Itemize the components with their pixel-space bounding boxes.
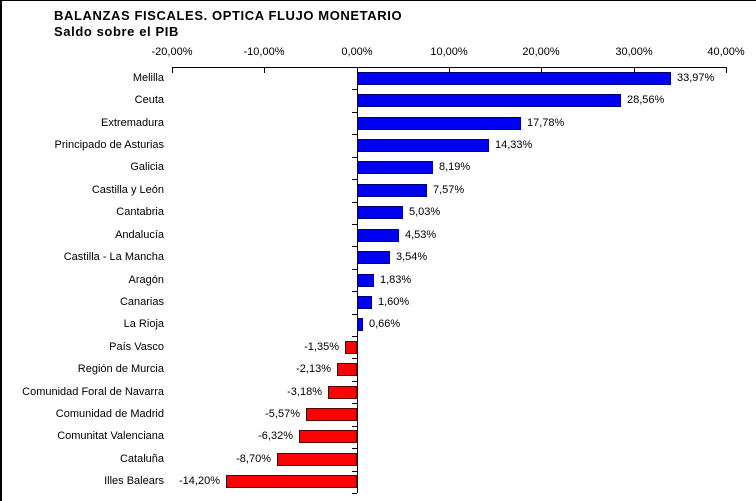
value-label: 8,19% xyxy=(439,161,471,173)
category-axis-tick xyxy=(352,403,357,404)
bar-negative xyxy=(226,475,357,488)
value-label: 28,56% xyxy=(627,94,665,106)
bar-negative xyxy=(277,453,357,466)
value-axis-tick xyxy=(726,67,727,73)
value-axis-tick-label: 40,00% xyxy=(707,46,745,58)
category-axis-tick xyxy=(352,448,357,449)
bar-positive xyxy=(357,296,372,309)
value-label: -8,70% xyxy=(236,453,271,465)
value-axis-tick xyxy=(172,67,173,73)
value-label: 14,33% xyxy=(495,139,533,151)
category-axis-tick xyxy=(352,134,357,135)
category-axis-tick xyxy=(352,291,357,292)
category-axis-tick xyxy=(352,179,357,180)
value-label: -6,32% xyxy=(258,430,293,442)
category-axis-tick xyxy=(352,112,357,113)
value-axis-tick-label: 30,00% xyxy=(615,46,653,58)
category-axis-tick xyxy=(352,269,357,270)
value-label: 1,60% xyxy=(378,296,410,308)
value-label: 0,66% xyxy=(369,318,401,330)
value-label: 4,53% xyxy=(405,229,437,241)
category-label: Castilla - La Mancha xyxy=(63,251,164,263)
chart-title: BALANZAS FISCALES. OPTICA FLUJO MONETARI… xyxy=(54,8,403,23)
value-label: 1,83% xyxy=(380,274,412,286)
category-label: Región de Murcia xyxy=(77,363,164,375)
category-label: Canarias xyxy=(119,296,164,308)
category-label: Principado de Asturias xyxy=(54,139,164,151)
value-axis-tick-label: 10,00% xyxy=(430,46,468,58)
category-axis-tick xyxy=(352,493,357,494)
value-axis-tick xyxy=(541,67,542,73)
category-label: Comunidad Foral de Navarra xyxy=(22,386,164,398)
value-label: -14,20% xyxy=(179,475,220,487)
category-label: Illes Balears xyxy=(104,475,164,487)
value-axis-tick xyxy=(264,67,265,73)
bar-negative xyxy=(299,430,357,443)
bar-negative xyxy=(328,386,357,399)
bar-positive xyxy=(357,274,374,287)
category-axis-tick xyxy=(352,202,357,203)
category-label: Aragón xyxy=(128,274,164,286)
value-label: -3,18% xyxy=(287,386,322,398)
chart-subtitle: Saldo sobre el PIB xyxy=(54,24,179,39)
bar-positive xyxy=(357,139,489,152)
value-label: 17,78% xyxy=(527,117,565,129)
category-axis-tick xyxy=(352,381,357,382)
category-label: Comunitat Valenciana xyxy=(57,430,164,442)
category-label: Melilla xyxy=(132,72,164,84)
category-axis-tick xyxy=(352,67,357,68)
bar-positive xyxy=(357,184,427,197)
value-label: 5,03% xyxy=(409,206,441,218)
category-axis-tick xyxy=(352,224,357,225)
bar-negative xyxy=(345,341,357,354)
bar-positive xyxy=(357,117,521,130)
category-label: La Rioja xyxy=(123,318,164,330)
value-label: -5,57% xyxy=(265,408,300,420)
category-axis-tick xyxy=(352,471,357,472)
category-label: Castilla y León xyxy=(91,184,164,196)
category-label: Andalucía xyxy=(115,229,164,241)
bar-negative xyxy=(306,408,357,421)
bar-positive xyxy=(357,206,403,219)
category-label: Cataluña xyxy=(119,453,164,465)
category-axis-tick xyxy=(352,246,357,247)
category-label: País Vasco xyxy=(109,341,164,353)
bar-positive xyxy=(357,161,433,174)
value-label: -1,35% xyxy=(304,341,339,353)
value-axis-tick-label: -20,00% xyxy=(151,46,193,58)
category-axis-tick xyxy=(352,426,357,427)
value-axis-tick xyxy=(449,67,450,73)
bar-positive xyxy=(357,72,671,85)
value-axis-tick xyxy=(634,67,635,73)
category-axis-tick xyxy=(352,89,357,90)
value-axis-tick-label: -10,00% xyxy=(243,46,285,58)
value-label: 7,57% xyxy=(433,184,465,196)
category-label: Comunidad de Madrid xyxy=(55,408,164,420)
category-axis-tick xyxy=(352,157,357,158)
bar-positive xyxy=(357,251,390,264)
chart-title-block: BALANZAS FISCALES. OPTICA FLUJO MONETARI… xyxy=(54,8,402,40)
category-label: Ceuta xyxy=(134,94,164,106)
bar-positive xyxy=(357,318,363,331)
value-axis-tick-label: 20,00% xyxy=(522,46,560,58)
value-label: -2,13% xyxy=(296,363,331,375)
category-label: Galicia xyxy=(130,161,164,173)
bar-negative xyxy=(337,363,357,376)
value-label: 33,97% xyxy=(677,72,715,84)
category-axis-tick xyxy=(352,314,357,315)
category-axis-tick xyxy=(352,358,357,359)
category-label: Cantabria xyxy=(116,206,164,218)
category-label: Extremadura xyxy=(101,117,164,129)
value-axis-tick-label: 0,00% xyxy=(341,46,373,58)
value-label: 3,54% xyxy=(396,251,428,263)
bar-positive xyxy=(357,94,621,107)
category-axis-tick xyxy=(352,336,357,337)
bar-positive xyxy=(357,229,399,242)
